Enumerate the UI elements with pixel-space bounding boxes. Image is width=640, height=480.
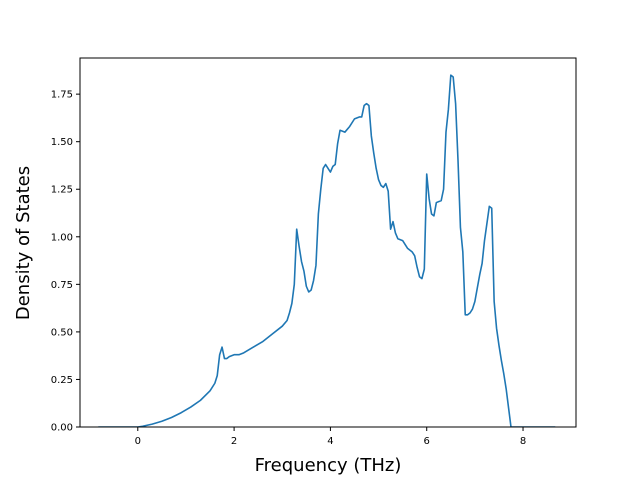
x-tick-label: 0	[135, 436, 141, 447]
y-tick-label: 0.00	[51, 423, 73, 434]
y-tick-label: 0.50	[51, 327, 73, 338]
plot-area	[79, 57, 577, 428]
x-axis-ticks: 0 2 4 6 8	[135, 427, 526, 447]
x-tick-label: 2	[231, 436, 237, 447]
dos-series-line-0	[98, 74, 556, 427]
axes-frame	[79, 57, 577, 428]
y-tick-label: 1.50	[51, 137, 73, 148]
x-tick-label: 6	[424, 436, 430, 447]
x-tick-label: 8	[520, 436, 526, 447]
x-tick-label: 4	[327, 436, 333, 447]
y-axis-label: Density of States	[13, 166, 34, 320]
y-tick-label: 1.00	[51, 232, 73, 243]
x-axis-label: Frequency (THz)	[255, 455, 402, 476]
y-tick-label: 1.75	[51, 90, 73, 101]
y-tick-label: 0.25	[51, 375, 73, 386]
y-tick-label: 1.25	[51, 185, 73, 196]
y-axis-ticks: 0.00 0.25 0.50 0.75 1.00 1.25 1.50 1.75	[51, 90, 80, 434]
y-tick-label: 0.75	[51, 280, 73, 291]
